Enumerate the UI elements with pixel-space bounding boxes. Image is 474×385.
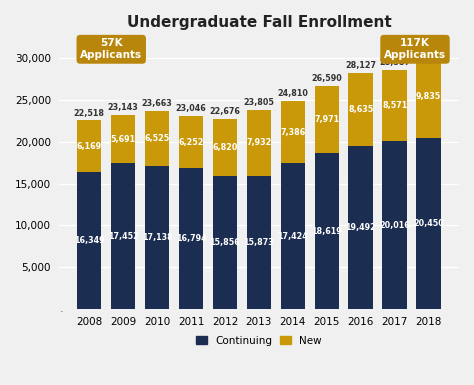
- Bar: [179, 169, 203, 310]
- Text: 20,016: 20,016: [379, 221, 410, 230]
- Text: 23,143: 23,143: [108, 103, 138, 112]
- Bar: [383, 141, 407, 310]
- Bar: [315, 86, 339, 153]
- Text: 6,169: 6,169: [77, 142, 102, 151]
- Text: 20,450: 20,450: [413, 219, 444, 228]
- Text: 17,452: 17,452: [108, 232, 138, 241]
- Text: 28,127: 28,127: [345, 62, 376, 70]
- Bar: [246, 176, 271, 310]
- Text: 26,590: 26,590: [311, 74, 342, 83]
- Bar: [348, 74, 373, 146]
- Bar: [213, 176, 237, 310]
- Bar: [416, 138, 441, 310]
- Text: 30,285: 30,285: [413, 44, 444, 52]
- Title: Undergraduate Fall Enrollment: Undergraduate Fall Enrollment: [127, 15, 391, 30]
- Bar: [77, 172, 101, 310]
- Text: 22,518: 22,518: [73, 109, 105, 117]
- Legend: Continuing, New: Continuing, New: [192, 331, 326, 350]
- Text: 23,663: 23,663: [142, 99, 173, 108]
- Bar: [179, 116, 203, 169]
- Bar: [77, 121, 101, 172]
- Text: 117K
Applicants: 117K Applicants: [384, 38, 446, 60]
- Text: 9,835: 9,835: [416, 92, 441, 101]
- Bar: [145, 111, 169, 166]
- Text: 28,587: 28,587: [379, 58, 410, 67]
- Text: 7,971: 7,971: [314, 115, 339, 124]
- Text: 6,525: 6,525: [145, 134, 170, 143]
- Text: 7,932: 7,932: [246, 139, 272, 147]
- Text: 17,138: 17,138: [142, 233, 173, 242]
- Text: 16,794: 16,794: [176, 234, 206, 243]
- Text: 57K
Applicants: 57K Applicants: [80, 38, 142, 60]
- Text: 23,805: 23,805: [244, 98, 274, 107]
- Text: .: .: [60, 305, 64, 315]
- Text: 7,386: 7,386: [280, 128, 305, 137]
- Bar: [281, 163, 305, 310]
- Text: 24,810: 24,810: [277, 89, 308, 98]
- Bar: [213, 119, 237, 176]
- Bar: [315, 153, 339, 310]
- Bar: [145, 166, 169, 310]
- Text: 15,873: 15,873: [244, 238, 274, 247]
- Bar: [111, 163, 136, 310]
- Text: 17,424: 17,424: [277, 232, 308, 241]
- Text: 19,492: 19,492: [346, 223, 376, 232]
- Text: 22,676: 22,676: [210, 107, 240, 116]
- Text: 16,349: 16,349: [74, 236, 104, 245]
- Text: 18,619: 18,619: [311, 227, 342, 236]
- Bar: [111, 115, 136, 163]
- Text: 6,820: 6,820: [212, 143, 237, 152]
- Bar: [246, 110, 271, 176]
- Bar: [348, 146, 373, 310]
- Text: 8,571: 8,571: [382, 101, 407, 110]
- Text: 23,046: 23,046: [176, 104, 206, 113]
- Text: 8,635: 8,635: [348, 105, 374, 114]
- Text: 5,691: 5,691: [110, 135, 136, 144]
- Bar: [281, 101, 305, 163]
- Text: 6,252: 6,252: [178, 138, 204, 147]
- Text: 15,856: 15,856: [210, 238, 240, 248]
- Bar: [383, 70, 407, 141]
- Bar: [416, 55, 441, 138]
